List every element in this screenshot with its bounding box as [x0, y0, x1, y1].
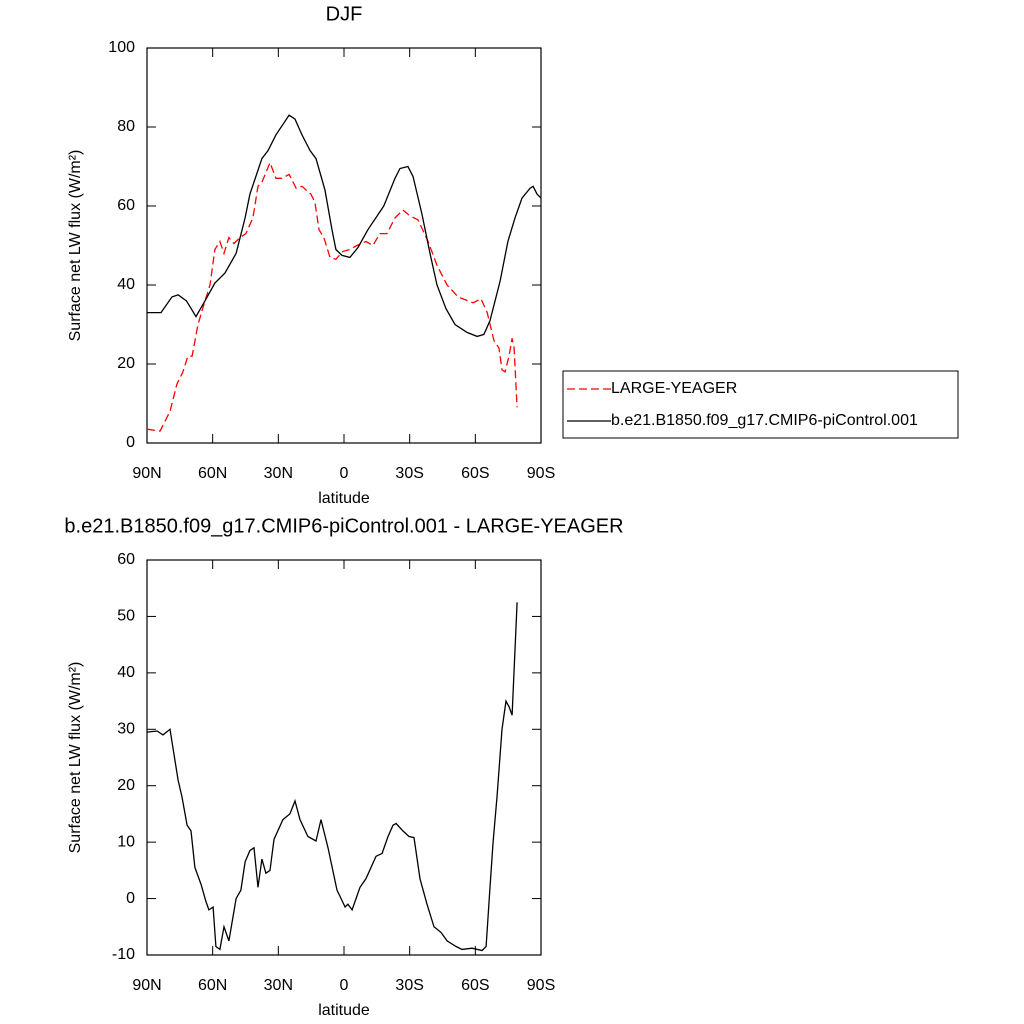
x-tick-label: 30S: [395, 465, 423, 482]
y-tick-label: 60: [117, 197, 135, 214]
x-tick-label: 60S: [461, 977, 489, 994]
chart-title: DJF: [326, 3, 363, 25]
data-line: [146, 602, 518, 952]
x-tick-label: 0: [340, 465, 349, 482]
legend-label: b.e21.B1850.f09_g17.CMIP6-piControl.001: [611, 412, 918, 429]
chart-title: b.e21.B1850.f09_g17.CMIP6-piControl.001 …: [64, 515, 623, 537]
plot-frame: [146, 559, 542, 956]
x-tick-label: 60S: [461, 465, 489, 482]
data-line: [146, 160, 518, 432]
y-tick-label: 30: [117, 721, 135, 738]
y-tick-label: 40: [117, 664, 135, 681]
y-tick-label: 0: [126, 434, 135, 451]
x-axis-label: latitude: [318, 490, 370, 507]
y-tick-label: 0: [126, 890, 135, 907]
y-axis-label: Surface net LW flux (W/m²): [67, 150, 84, 342]
x-tick-label: 0: [340, 977, 349, 994]
y-tick-label: 40: [117, 276, 135, 293]
legend-label: LARGE-YEAGER: [611, 380, 737, 397]
x-tick-label: 90N: [132, 465, 161, 482]
y-tick-label: 60: [117, 551, 135, 568]
y-tick-label: 20: [117, 355, 135, 372]
x-axis-label: latitude: [318, 1002, 370, 1019]
y-axis-label: Surface net LW flux (W/m²): [67, 662, 84, 854]
y-tick-label: 20: [117, 777, 135, 794]
y-tick-label: 50: [117, 608, 135, 625]
plot-frame: [146, 47, 542, 444]
y-tick-label: 10: [117, 833, 135, 850]
x-tick-label: 30S: [395, 977, 423, 994]
legend-box: [562, 370, 959, 439]
x-tick-label: 90S: [527, 465, 555, 482]
x-tick-label: 60N: [198, 977, 227, 994]
y-tick-label: 80: [117, 118, 135, 135]
y-tick-label: 100: [108, 39, 135, 56]
data-line: [147, 114, 542, 338]
x-tick-label: 30N: [264, 465, 293, 482]
y-tick-label: -10: [112, 946, 135, 963]
x-tick-label: 30N: [264, 977, 293, 994]
x-tick-label: 90S: [527, 977, 555, 994]
x-tick-label: 90N: [132, 977, 161, 994]
x-tick-label: 60N: [198, 465, 227, 482]
